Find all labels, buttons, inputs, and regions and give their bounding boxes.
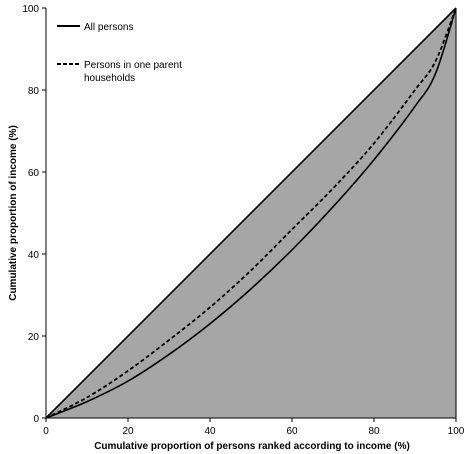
axes [42,7,457,422]
x-tick-label: 0 [43,426,49,437]
legend: All persons Persons in one parent househ… [57,22,185,84]
series-persons-in-one-parent-households [45,7,457,419]
y-tick-label: 20 [28,332,40,343]
x-tick-label: 100 [448,426,465,437]
legend-label-one-parent-line1: Persons in one parent [84,60,182,71]
x-tick-label: 80 [368,426,380,437]
legend-label-one-parent: Persons in one parent households [84,60,185,84]
y-tick-label: 0 [33,414,39,425]
x-tick-label: 20 [122,426,134,437]
y-tick-label: 60 [28,168,40,179]
y-tick-label: 100 [22,4,39,15]
series-equality-line [45,7,457,419]
x-tick-label: 60 [286,426,298,437]
series-all-persons [45,7,457,419]
x-axis-title: Cumulative proportion of persons ranked … [94,441,410,452]
tick-labels: 0 20 40 60 80 100 0 20 40 60 80 100 [22,4,464,437]
x-tick-label: 40 [204,426,216,437]
legend-label-all-persons: All persons [84,22,133,33]
plot-area [45,7,457,419]
y-axis-title: Cumulative proportion of income (%) [8,125,19,301]
legend-label-one-parent-line2: households [84,73,135,84]
y-tick-label: 80 [28,86,40,97]
y-tick-label: 40 [28,250,40,261]
